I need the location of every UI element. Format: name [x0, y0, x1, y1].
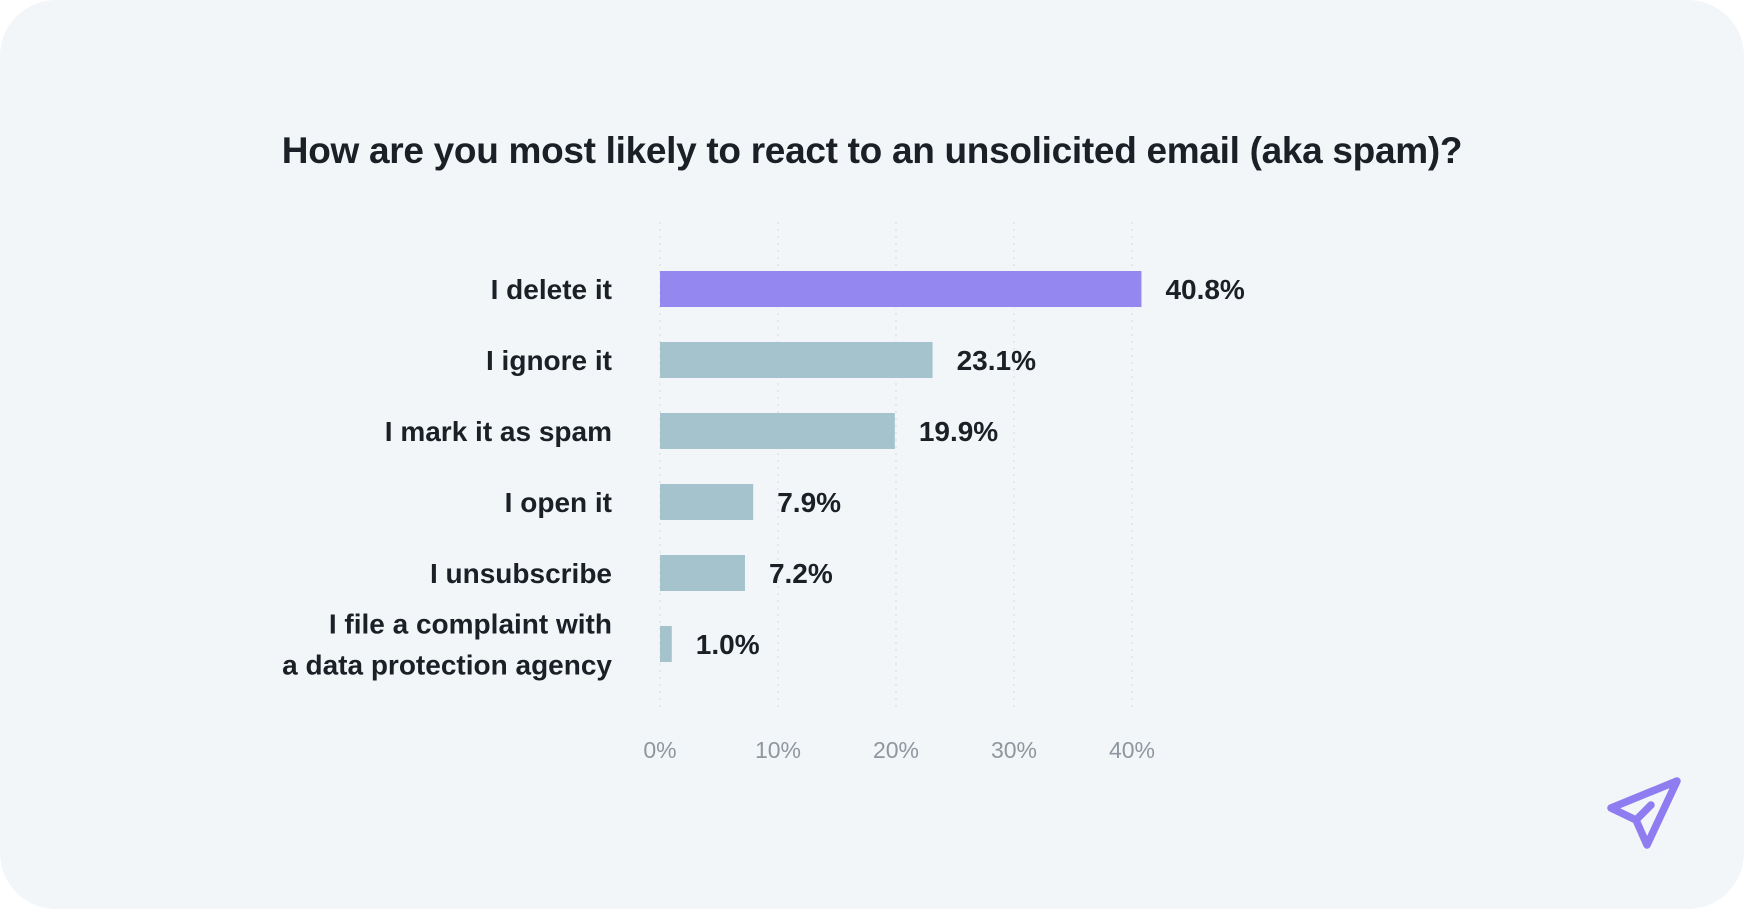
category-label: I unsubscribe [430, 558, 612, 589]
x-tick-label: 20% [873, 737, 919, 763]
category-label: I delete it [491, 274, 612, 305]
x-tick-label: 30% [991, 737, 1037, 763]
bar [660, 413, 895, 449]
x-tick-label: 0% [643, 737, 676, 763]
value-label: 1.0% [696, 629, 760, 660]
category-label: a data protection agency [282, 650, 612, 681]
bar [660, 271, 1142, 307]
category-label: I mark it as spam [385, 416, 612, 447]
value-label: 7.9% [777, 487, 841, 518]
bar [660, 555, 745, 591]
gridlines [659, 222, 1133, 712]
bar [660, 342, 933, 378]
value-label: 7.2% [769, 558, 833, 589]
chart-title: How are you most likely to react to an u… [281, 130, 1463, 171]
category-label: I file a complaint with [329, 609, 612, 640]
x-tick-label: 10% [755, 737, 801, 763]
category-label: I ignore it [486, 345, 612, 376]
category-label: I open it [505, 487, 612, 518]
paper-plane-icon [1607, 777, 1681, 849]
value-labels: 40.8% 23.1% 19.9% 7.9% 7.2% 1.0% [696, 274, 1245, 660]
bar [660, 484, 754, 520]
x-axis-ticks: 0% 10% 20% 30% 40% [643, 737, 1155, 763]
bars [660, 271, 1142, 662]
value-label: 19.9% [919, 416, 998, 447]
bar [660, 626, 672, 662]
value-label: 40.8% [1165, 274, 1244, 305]
x-tick-label: 40% [1109, 737, 1155, 763]
value-label: 23.1% [957, 345, 1036, 376]
category-labels: I delete it I ignore it I mark it as spam I… [282, 274, 612, 681]
